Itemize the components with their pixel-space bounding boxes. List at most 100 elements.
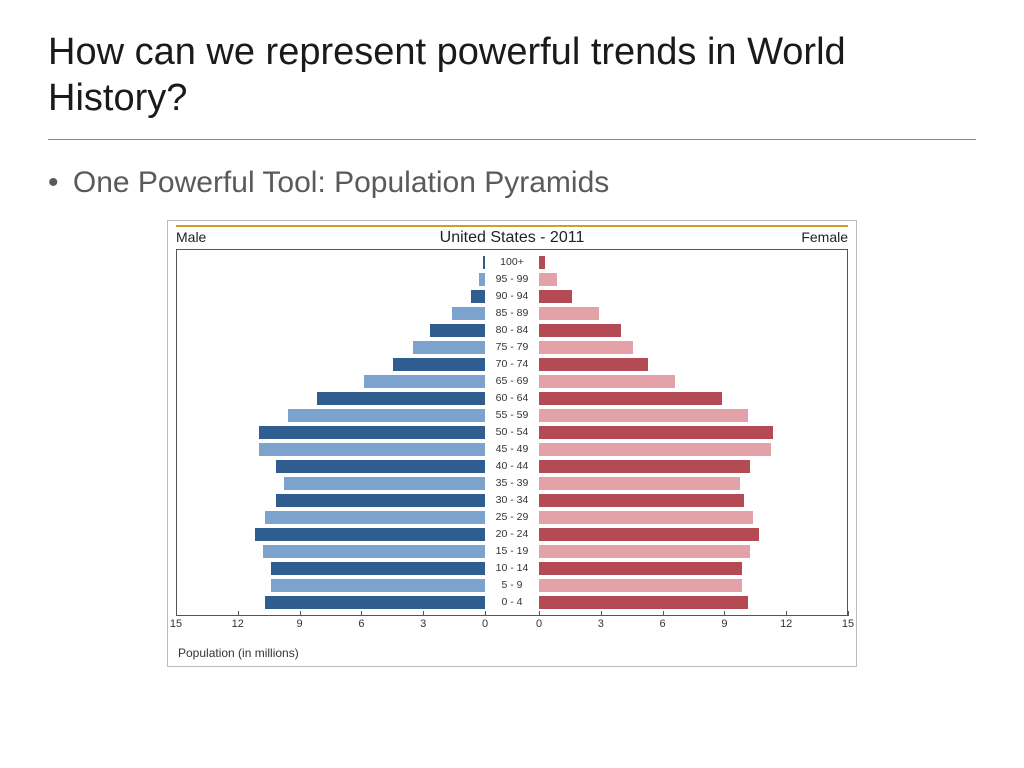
male-bar — [430, 324, 485, 337]
male-bar-row — [177, 271, 485, 288]
female-bar — [539, 596, 748, 609]
x-axis-title: Population (in millions) — [176, 646, 848, 660]
x-tick: 12 — [232, 618, 244, 630]
female-bar — [539, 579, 742, 592]
male-bar — [259, 443, 485, 456]
age-label: 10 - 14 — [485, 560, 539, 577]
male-bar — [276, 494, 485, 507]
female-bar — [539, 494, 744, 507]
male-bar-row — [177, 305, 485, 322]
female-bar — [539, 409, 748, 422]
x-tick: 15 — [842, 618, 854, 630]
male-bar — [255, 528, 485, 541]
female-bar-row — [539, 271, 847, 288]
chart-title: United States - 2011 — [246, 229, 778, 247]
age-label: 25 - 29 — [485, 509, 539, 526]
male-bar-row — [177, 458, 485, 475]
age-label: 20 - 24 — [485, 526, 539, 543]
age-label: 50 - 54 — [485, 424, 539, 441]
female-bar — [539, 307, 599, 320]
slide-title: How can we represent powerful trends in … — [48, 30, 976, 121]
age-label: 5 - 9 — [485, 577, 539, 594]
male-bar-row — [177, 577, 485, 594]
male-bar-row — [177, 424, 485, 441]
x-tick: 15 — [170, 618, 182, 630]
female-bar-row — [539, 543, 847, 560]
male-bar-row — [177, 254, 485, 271]
male-bar — [452, 307, 485, 320]
female-bar-row — [539, 322, 847, 339]
male-bar-row — [177, 543, 485, 560]
x-tick: 3 — [420, 618, 426, 630]
female-bar — [539, 256, 545, 269]
chart-header: Male United States - 2011 Female — [176, 229, 848, 247]
age-label: 15 - 19 — [485, 543, 539, 560]
male-bar-row — [177, 526, 485, 543]
female-bars — [539, 250, 847, 615]
male-bar — [413, 341, 485, 354]
age-label: 65 - 69 — [485, 373, 539, 390]
female-bar — [539, 426, 773, 439]
male-bar-row — [177, 407, 485, 424]
x-tick-mark — [663, 611, 664, 616]
male-bar-row — [177, 594, 485, 611]
x-axis-left: 15129630 — [176, 618, 485, 636]
male-bar — [471, 290, 485, 303]
x-tick-mark — [848, 611, 849, 616]
title-divider — [48, 139, 976, 140]
x-axis-right: 03691215 — [539, 618, 848, 636]
male-bar — [265, 596, 485, 609]
male-bar — [271, 579, 485, 592]
male-bar — [284, 477, 485, 490]
age-label: 30 - 34 — [485, 492, 539, 509]
female-bar — [539, 562, 742, 575]
x-axis-gap — [485, 618, 539, 636]
age-label: 90 - 94 — [485, 288, 539, 305]
x-tick-mark — [300, 611, 301, 616]
female-bar-row — [539, 424, 847, 441]
male-bar — [271, 562, 485, 575]
female-bar-row — [539, 458, 847, 475]
x-tick: 9 — [721, 618, 727, 630]
age-label: 0 - 4 — [485, 594, 539, 611]
x-axis: 15129630 03691215 — [176, 618, 848, 636]
x-tick: 3 — [598, 618, 604, 630]
male-bar — [265, 511, 485, 524]
male-bar-row — [177, 322, 485, 339]
age-label: 55 - 59 — [485, 407, 539, 424]
age-label: 35 - 39 — [485, 475, 539, 492]
x-tick-mark — [485, 611, 486, 616]
female-bar — [539, 341, 633, 354]
male-bar — [317, 392, 485, 405]
female-bar — [539, 324, 621, 337]
male-bar — [259, 426, 485, 439]
female-bar — [539, 528, 759, 541]
slide: How can we represent powerful trends in … — [0, 0, 1024, 697]
age-label: 40 - 44 — [485, 458, 539, 475]
x-tick-mark — [176, 611, 177, 616]
female-bar-row — [539, 339, 847, 356]
male-bar-row — [177, 373, 485, 390]
female-bar — [539, 273, 557, 286]
age-label: 95 - 99 — [485, 271, 539, 288]
female-bar — [539, 511, 753, 524]
age-label: 100+ — [485, 254, 539, 271]
female-bar-row — [539, 475, 847, 492]
x-tick-mark — [361, 611, 362, 616]
male-bar — [276, 460, 485, 473]
age-label: 70 - 74 — [485, 356, 539, 373]
x-tick: 6 — [660, 618, 666, 630]
female-bar — [539, 443, 771, 456]
male-bar-row — [177, 288, 485, 305]
female-bar — [539, 375, 675, 388]
bullet-text: One Powerful Tool: Population Pyramids — [73, 166, 609, 199]
male-bar-row — [177, 492, 485, 509]
female-bar-row — [539, 373, 847, 390]
x-tick-mark — [724, 611, 725, 616]
x-tick: 0 — [536, 618, 542, 630]
male-bar — [364, 375, 485, 388]
female-bar-row — [539, 594, 847, 611]
female-bar — [539, 358, 648, 371]
male-bar-row — [177, 509, 485, 526]
female-bar-row — [539, 305, 847, 322]
